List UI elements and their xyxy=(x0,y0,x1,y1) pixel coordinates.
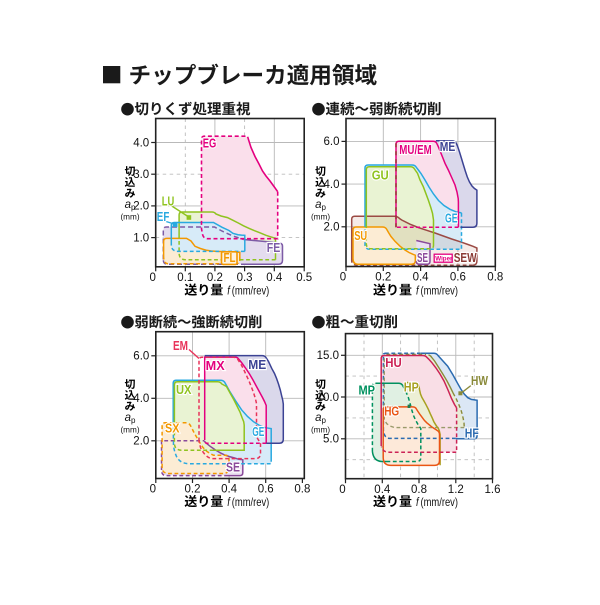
svg-text:EG: EG xyxy=(203,136,217,150)
svg-text:0.6: 0.6 xyxy=(450,272,466,284)
svg-text:5.0: 5.0 xyxy=(323,434,339,446)
svg-text:6.0: 6.0 xyxy=(324,136,340,148)
svg-text:Wiper: Wiper xyxy=(435,256,453,263)
svg-text:MX: MX xyxy=(206,359,226,373)
svg-text:HG: HG xyxy=(384,405,399,419)
svg-text:1.0: 1.0 xyxy=(133,232,149,244)
svg-text:HU: HU xyxy=(385,356,402,370)
svg-text:SU: SU xyxy=(354,229,367,243)
svg-text:FL: FL xyxy=(224,251,236,265)
svg-text:3.0: 3.0 xyxy=(133,169,149,181)
svg-text:ap: ap xyxy=(315,199,326,212)
svg-text:0.2: 0.2 xyxy=(185,484,201,496)
svg-text:GU: GU xyxy=(372,168,389,182)
svg-text:0.4: 0.4 xyxy=(266,272,283,284)
svg-text:EF: EF xyxy=(157,210,170,224)
svg-text:EM: EM xyxy=(173,339,188,353)
svg-text:6.0: 6.0 xyxy=(133,351,149,363)
svg-text:2.0: 2.0 xyxy=(324,222,340,234)
svg-text:0: 0 xyxy=(340,272,346,284)
svg-text:0.1: 0.1 xyxy=(177,272,193,284)
svg-text:MU/EM: MU/EM xyxy=(399,143,432,157)
svg-text:UX: UX xyxy=(176,383,192,397)
svg-text:(mm): (mm) xyxy=(120,426,139,435)
svg-text:ap: ap xyxy=(125,199,136,212)
svg-text:0.2: 0.2 xyxy=(207,272,223,284)
svg-text:0.8: 0.8 xyxy=(294,484,310,496)
svg-text:1.2: 1.2 xyxy=(448,484,464,496)
svg-text:HF: HF xyxy=(465,427,479,441)
svg-text:SE: SE xyxy=(226,461,240,475)
svg-text:FE: FE xyxy=(267,241,281,255)
svg-text:f (mm/rev): f (mm/rev) xyxy=(227,284,269,298)
svg-text:0.4: 0.4 xyxy=(374,484,391,496)
svg-text:(mm): (mm) xyxy=(120,213,139,222)
svg-text:0.4: 0.4 xyxy=(221,484,238,496)
svg-text:4.0: 4.0 xyxy=(133,393,149,405)
svg-text:0.5: 0.5 xyxy=(296,272,312,284)
svg-text:SEW: SEW xyxy=(454,251,477,265)
svg-text:f (mm/rev): f (mm/rev) xyxy=(416,495,458,509)
svg-text:ME: ME xyxy=(248,358,266,372)
svg-text:0.2: 0.2 xyxy=(375,272,391,284)
svg-text:(mm): (mm) xyxy=(311,426,330,435)
svg-text:0.8: 0.8 xyxy=(487,272,503,284)
svg-text:ap: ap xyxy=(315,412,326,425)
svg-text:HP: HP xyxy=(404,380,419,394)
svg-text:4.0: 4.0 xyxy=(324,179,340,191)
svg-text:1.6: 1.6 xyxy=(485,484,501,496)
svg-text:0: 0 xyxy=(149,272,155,284)
svg-text:(mm): (mm) xyxy=(311,213,330,222)
svg-text:0.6: 0.6 xyxy=(258,484,274,496)
svg-text:2.0: 2.0 xyxy=(133,436,149,448)
svg-text:f (mm/rev): f (mm/rev) xyxy=(227,495,269,509)
svg-text:GE: GE xyxy=(445,212,458,226)
svg-text:0.8: 0.8 xyxy=(411,484,427,496)
svg-text:ME: ME xyxy=(440,140,456,154)
svg-text:2.0: 2.0 xyxy=(133,201,149,213)
svg-text:SE: SE xyxy=(417,251,428,265)
svg-text:MP: MP xyxy=(359,383,376,397)
svg-text:LU: LU xyxy=(162,194,175,208)
svg-text:15.0: 15.0 xyxy=(317,350,339,362)
svg-text:0: 0 xyxy=(339,484,345,496)
svg-text:0: 0 xyxy=(150,484,156,496)
svg-text:f (mm/rev): f (mm/rev) xyxy=(416,284,458,298)
svg-text:HW: HW xyxy=(471,374,488,388)
svg-text:GE: GE xyxy=(252,425,264,439)
svg-text:ap: ap xyxy=(125,412,136,425)
svg-text:0.3: 0.3 xyxy=(237,272,253,284)
svg-text:SX: SX xyxy=(165,421,180,435)
svg-text:4.0: 4.0 xyxy=(133,137,149,149)
svg-text:0.4: 0.4 xyxy=(413,272,430,284)
